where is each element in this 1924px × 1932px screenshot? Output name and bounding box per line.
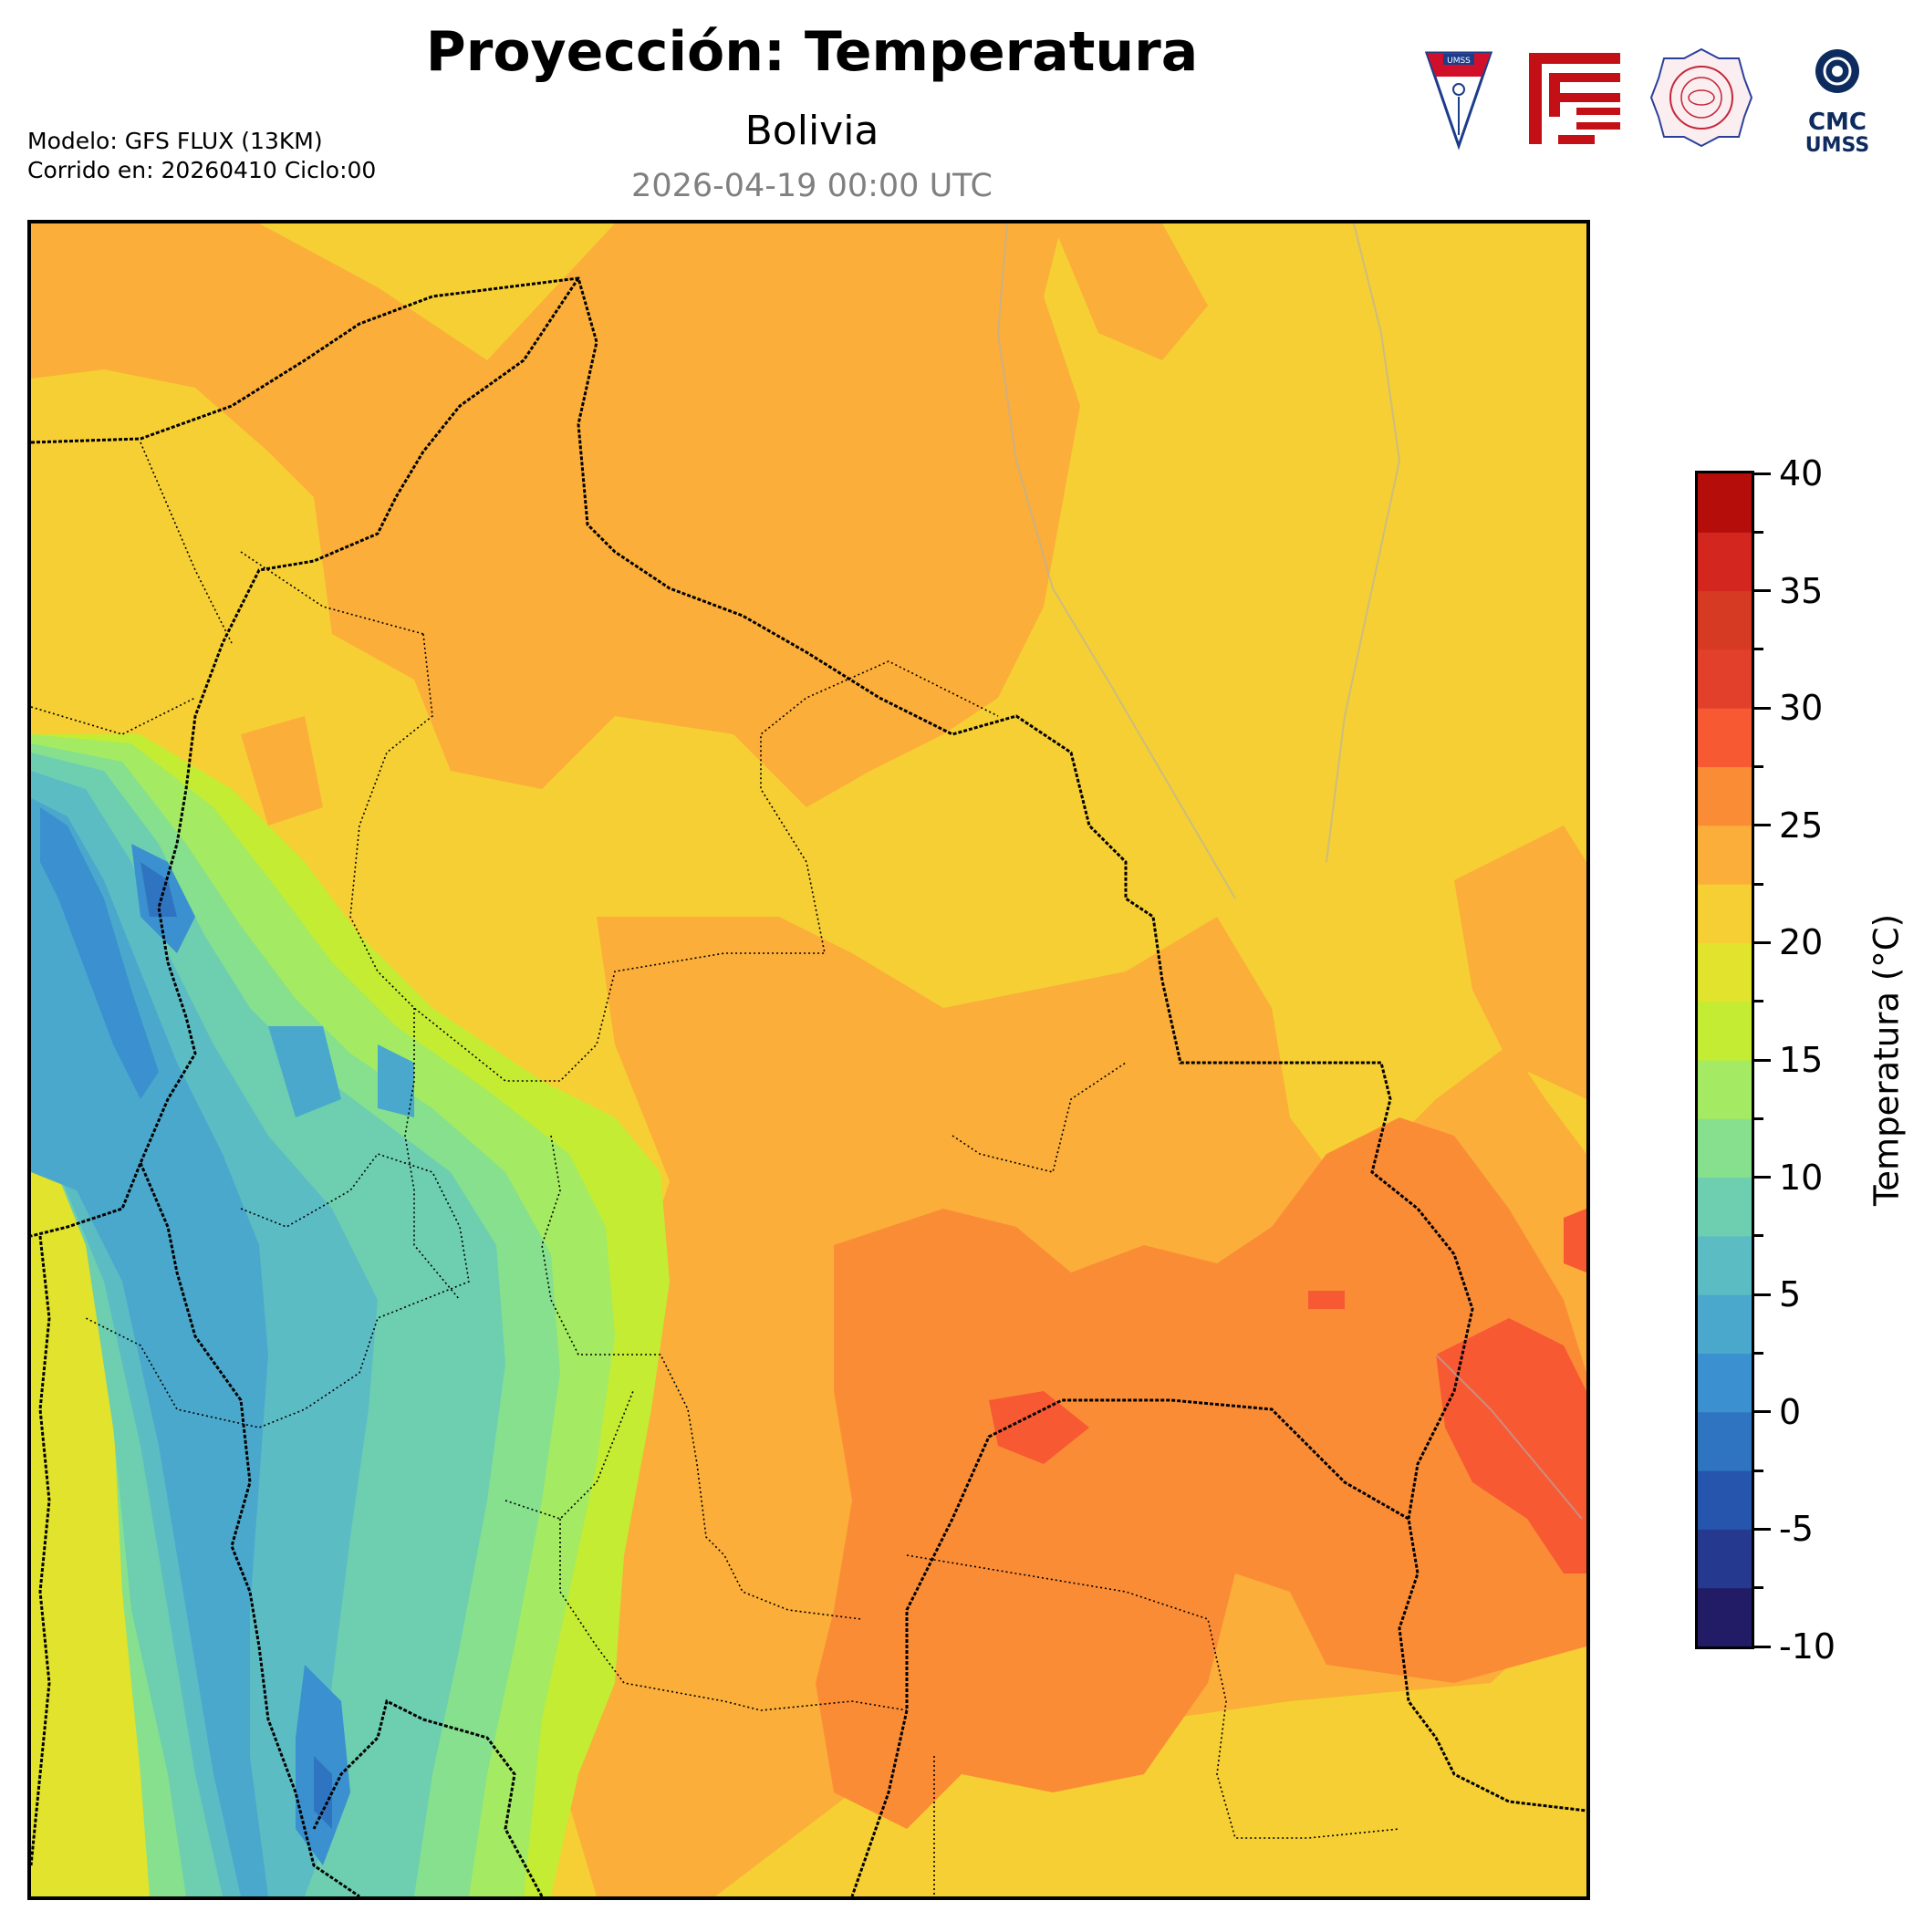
colorbar-tick (1754, 1645, 1771, 1648)
colorbar-tick-label: 10 (1779, 1157, 1824, 1198)
cmc-umss-logo: CMC UMSS (1788, 46, 1888, 157)
colorbar-tick (1754, 530, 1763, 534)
colorbar-tick (1754, 882, 1763, 886)
colorbar-tick (1754, 1058, 1771, 1062)
colorbar-label: Temperatura (°C) (1867, 913, 1907, 1207)
colorbar-tick (1754, 940, 1771, 944)
colorbar-tick-label: 35 (1779, 570, 1824, 611)
colorbar-tick (1754, 1176, 1771, 1179)
colorbar-tick-label: 5 (1779, 1274, 1802, 1315)
colorbar-segment (1698, 1118, 1752, 1179)
colorbar-tick-label: -5 (1779, 1509, 1814, 1550)
colorbar-tick (1754, 1000, 1763, 1003)
model-info: Modelo: GFS FLUX (13KM) (27, 128, 323, 154)
umss-shield-logo: UMSS (1407, 46, 1507, 151)
colorbar-tick (1754, 1469, 1763, 1472)
department-borders (31, 441, 1400, 1896)
country-borders (31, 276, 1586, 1896)
map-title: Proyección: Temperatura (425, 20, 1199, 84)
map-region-subtitle: Bolivia (744, 108, 879, 154)
umss-logo-text: UMSS (1447, 57, 1471, 66)
colorbar-segment (1698, 1060, 1752, 1119)
svg-text:UMSS: UMSS (1805, 134, 1869, 155)
colorbar-tick (1754, 765, 1763, 768)
colorbar-segment (1698, 1353, 1752, 1413)
run-info: Corrido en: 20260410 Ciclo:00 (27, 157, 377, 183)
colorbar-segment (1698, 825, 1752, 885)
colorbar-segment (1698, 532, 1752, 592)
colorbar-segment (1698, 708, 1752, 767)
colorbar-segment (1698, 766, 1752, 826)
colorbar-tick (1754, 1234, 1763, 1238)
colorbar-segment (1698, 1294, 1752, 1354)
colorbar-tick (1754, 1293, 1771, 1296)
colorbar-tick-label: 40 (1779, 453, 1824, 493)
colorbar-segment (1698, 1235, 1752, 1295)
departamento-fisica-seal-logo (1649, 46, 1753, 151)
institution-logos: UMSS CMC UMS (1396, 46, 1907, 157)
colorbar-tick (1754, 1117, 1763, 1120)
colorbar-tick (1754, 706, 1771, 710)
colorbar-segment (1698, 473, 1752, 533)
red-emblem-logo (1522, 46, 1622, 151)
colorbar-segment (1698, 1001, 1752, 1061)
colorbar-segment (1698, 590, 1752, 650)
colorbar-tick-label: -10 (1779, 1626, 1836, 1667)
colorbar-tick (1754, 1586, 1763, 1590)
colorbar-tick (1754, 589, 1771, 593)
temperature-map (27, 220, 1590, 1900)
colorbar (1695, 471, 1754, 1649)
map-zone-25-30 (816, 1117, 1586, 1829)
colorbar-tick-label: 25 (1779, 805, 1824, 846)
colorbar-tick (1754, 472, 1771, 475)
forecast-datetime: 2026-04-19 00:00 UTC (631, 168, 993, 204)
colorbar-segment (1698, 649, 1752, 709)
colorbar-tick (1754, 1527, 1771, 1531)
map-zone-2-5 (31, 798, 414, 1896)
map-zone-hottest (989, 1209, 1586, 1574)
colorbar-segment (1698, 1529, 1752, 1589)
colorbar-segment (1698, 1177, 1752, 1237)
colorbar-segment (1698, 1470, 1752, 1530)
rivers (996, 223, 1583, 1520)
colorbar-tick-label: 15 (1779, 1040, 1824, 1080)
colorbar-segment (1698, 884, 1752, 943)
colorbar-tick (1754, 824, 1771, 827)
colorbar-tick-label: 20 (1779, 922, 1824, 963)
colorbar-tick (1754, 1352, 1763, 1355)
colorbar-tick-label: 0 (1779, 1391, 1802, 1432)
colorbar-segment (1698, 1587, 1752, 1646)
colorbar-tick (1754, 648, 1763, 651)
colorbar-segment (1698, 1411, 1752, 1471)
svg-text:CMC: CMC (1808, 109, 1867, 136)
colorbar-tick (1754, 1410, 1771, 1414)
map-zone-below-0 (140, 862, 332, 1829)
colorbar-tick-label: 30 (1779, 688, 1824, 729)
colorbar-segment (1698, 942, 1752, 1002)
